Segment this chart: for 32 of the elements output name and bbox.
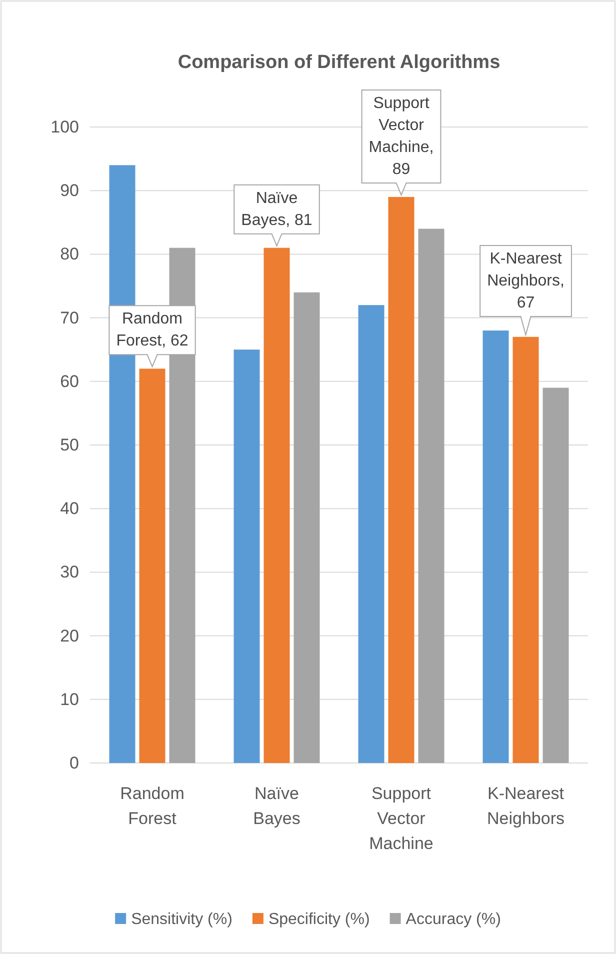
bar [512, 336, 539, 763]
bar [294, 292, 320, 763]
bar [358, 305, 384, 763]
y-tick-label: 40 [60, 499, 79, 518]
bar [542, 388, 569, 763]
bar [234, 350, 260, 763]
bar [418, 228, 444, 763]
x-tick-label: Support Vector Machine [369, 784, 434, 853]
x-tick-label: K-Nearest Neighbors [487, 784, 564, 828]
bar [264, 248, 290, 763]
x-tick-label: Naïve Bayes [253, 784, 300, 828]
legend-label: Specificity (%) [268, 911, 370, 928]
y-tick-label: 100 [50, 117, 79, 136]
y-tick-label: 50 [60, 435, 79, 454]
data-label: Support Vector Machine, 89 [368, 94, 434, 178]
data-label: Random Forest, 62 [116, 310, 188, 350]
bar [482, 330, 509, 763]
y-tick-label: 10 [60, 690, 79, 709]
data-label: K-Nearest Neighbors, 67 [487, 250, 564, 312]
y-tick-label: 30 [60, 562, 79, 582]
data-label: Naïve Bayes, 81 [241, 190, 312, 229]
bar [139, 368, 166, 763]
y-tick-label: 60 [60, 372, 79, 391]
legend-label: Sensitivity (%) [131, 911, 232, 928]
y-tick-label: 70 [60, 308, 79, 328]
y-tick-label: 20 [60, 626, 79, 646]
y-tick-label: 80 [60, 244, 79, 264]
chart-title: Comparison of Different Algorithms [178, 52, 500, 73]
y-tick-label: 90 [60, 181, 79, 200]
legend-label: Accuracy (%) [406, 911, 501, 928]
y-tick-label: 0 [70, 753, 79, 772]
x-tick-label: Random Forest [120, 784, 184, 828]
